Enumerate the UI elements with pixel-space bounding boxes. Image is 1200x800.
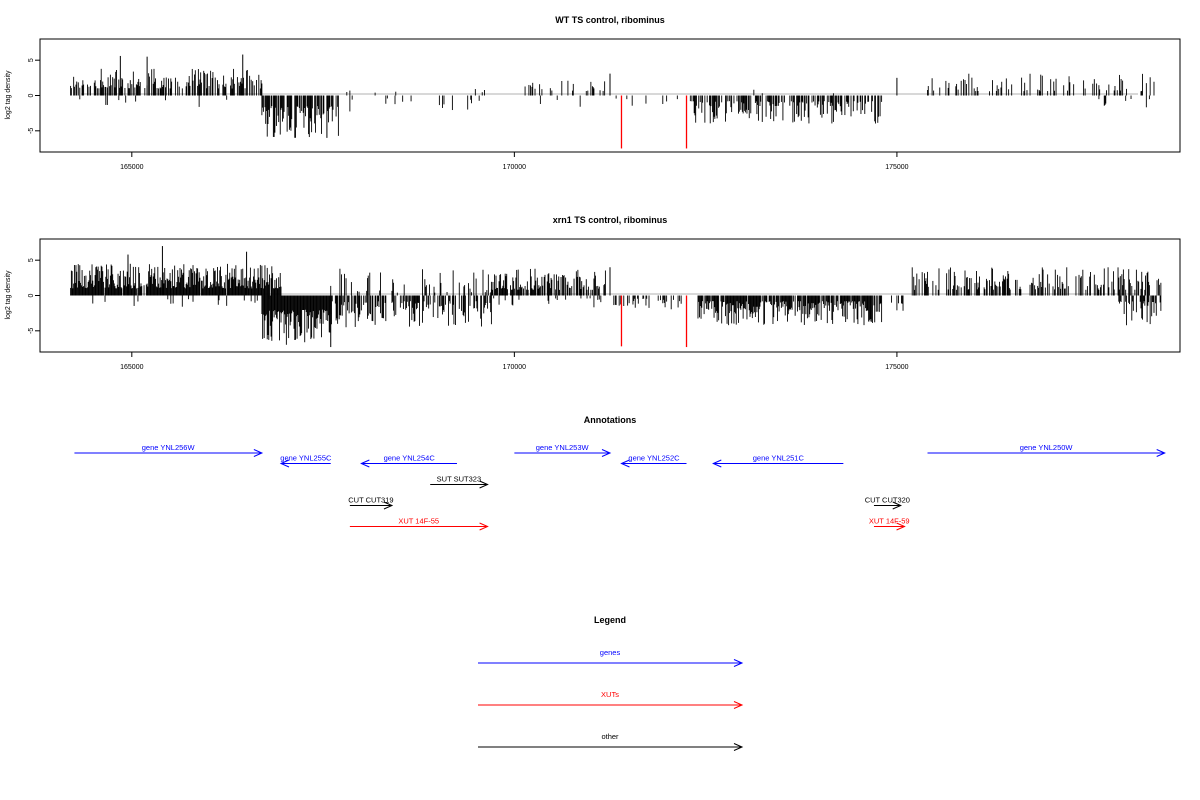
legend-label-xuts: XUTs: [601, 690, 619, 699]
feature-arrow-xut-14f-59: [873, 522, 906, 531]
wt-y-tick-label: -5: [28, 128, 35, 134]
wt-density-bars: [70, 54, 1155, 149]
wt-y-tick-label: 0: [28, 93, 35, 97]
legend-arrow-xuts: [478, 701, 744, 709]
feature-label-gene-ynl251c: gene YNL251C: [753, 454, 805, 463]
feature-arrow-xut-14f-55: [349, 522, 489, 531]
feature-arrow-gene-ynl251c: [712, 459, 844, 468]
xrn1-x-tick-label: 175000: [885, 364, 908, 371]
wt-y-axis-label: log2 tag density: [5, 70, 12, 120]
feature-arrow-gene-ynl250w: [927, 449, 1166, 457]
annotation-features: gene YNL256W gene YNL255C gene YNL254C gene…: [74, 443, 1166, 531]
xrn1-density-panel: xrn1 TS control, ribominus log2 tag dens…: [5, 215, 1181, 371]
feature-label-xut-14f-55: XUT 14F-55: [398, 517, 439, 526]
feature-arrow-sut-sut323: [430, 480, 489, 489]
feature-label-gene-ynl250w: gene YNL250W: [1020, 443, 1074, 452]
legend-panel: Legend genes XUTs other: [478, 615, 744, 751]
wt-density-panel: WT TS control, ribominus log2 tag densit…: [5, 15, 1181, 171]
feature-label-gene-ynl252c: gene YNL252C: [628, 454, 680, 463]
feature-label-gene-ynl253w: gene YNL253W: [536, 443, 590, 452]
legend-entries: genes XUTs other: [478, 648, 744, 751]
wt-axes: 165000 170000 175000 -5 0 5: [28, 58, 909, 171]
feature-arrow-gene-ynl255c: [279, 459, 331, 468]
xrn1-x-tick-label: 170000: [503, 364, 526, 371]
wt-x-tick-label: 175000: [885, 164, 908, 171]
legend-arrow-other: [478, 743, 744, 751]
xrn1-density-bars: [70, 246, 1162, 348]
wt-x-tick-label: 170000: [503, 164, 526, 171]
feature-arrow-gene-ynl256w: [74, 449, 264, 457]
xrn1-x-tick-label: 165000: [120, 364, 143, 371]
wt-x-tick-label: 165000: [120, 164, 143, 171]
wt-y-tick-label: 5: [28, 58, 35, 62]
feature-label-cut-cut319: CUT CUT319: [348, 496, 393, 505]
xrn1-y-tick-label: 5: [28, 258, 35, 262]
legend-label-genes: genes: [600, 648, 621, 657]
wt-panel-title: WT TS control, ribominus: [555, 15, 665, 25]
feature-label-gene-ynl255c: gene YNL255C: [280, 454, 332, 463]
feature-label-sut-sut323: SUT SUT323: [437, 475, 481, 484]
xrn1-panel-title: xrn1 TS control, ribominus: [553, 215, 668, 225]
legend-arrow-genes: [478, 659, 744, 667]
xrn1-y-tick-label: 0: [28, 293, 35, 297]
xrn1-y-tick-label: -5: [28, 328, 35, 334]
xrn1-axes: 165000 170000 175000 -5 0 5: [28, 258, 909, 371]
feature-arrow-gene-ynl253w: [514, 449, 612, 457]
legend-title: Legend: [594, 615, 626, 625]
legend-label-other: other: [601, 732, 619, 741]
annotations-title: Annotations: [584, 415, 637, 425]
feature-label-cut-cut320: CUT CUT320: [865, 496, 910, 505]
feature-label-gene-ynl254c: gene YNL254C: [384, 454, 436, 463]
feature-label-xut-14f-59: XUT 14F-59: [869, 517, 910, 526]
feature-arrow-gene-ynl254c: [360, 459, 457, 468]
feature-arrow-gene-ynl252c: [620, 459, 687, 468]
feature-arrow-cut-cut320: [873, 501, 902, 510]
xrn1-y-axis-label: log2 tag density: [5, 270, 12, 320]
feature-arrow-cut-cut319: [349, 501, 394, 510]
feature-label-gene-ynl256w: gene YNL256W: [142, 443, 196, 452]
